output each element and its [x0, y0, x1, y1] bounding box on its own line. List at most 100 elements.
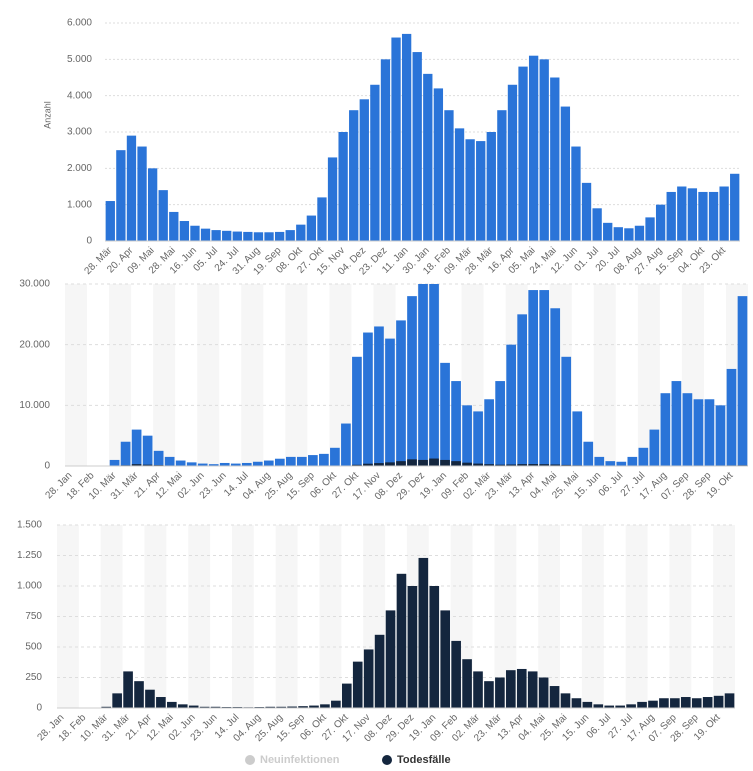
bar	[306, 215, 317, 241]
bar	[634, 225, 645, 241]
bar	[561, 464, 572, 466]
bar	[134, 681, 144, 708]
bar	[603, 222, 613, 241]
bar	[605, 461, 616, 466]
bar	[659, 698, 669, 708]
bar	[550, 308, 561, 466]
bar	[507, 84, 518, 242]
bar	[142, 464, 153, 466]
background-band	[637, 284, 660, 466]
bar	[737, 296, 748, 466]
bar	[571, 146, 581, 241]
bar	[241, 462, 252, 466]
background-band	[65, 284, 88, 466]
bar	[363, 463, 373, 466]
bar	[645, 217, 655, 241]
bar	[190, 225, 200, 241]
bar	[385, 338, 395, 466]
bar	[726, 368, 737, 466]
bar	[396, 320, 406, 466]
bar	[604, 705, 615, 708]
background-band	[197, 284, 220, 466]
y-tick-label: 2.000	[67, 163, 92, 174]
bar	[582, 701, 593, 708]
bar	[655, 204, 666, 241]
bar	[243, 231, 253, 241]
bar	[153, 450, 164, 466]
y-tick-label: 1.500	[17, 520, 42, 531]
bar	[396, 461, 406, 466]
background-band	[319, 525, 342, 708]
bar	[309, 705, 319, 708]
bar	[527, 671, 538, 708]
bar	[444, 110, 454, 241]
bar	[473, 671, 483, 708]
bar	[572, 411, 583, 466]
bar	[473, 411, 483, 466]
bar	[517, 314, 528, 466]
bar	[253, 232, 264, 241]
bar	[433, 88, 444, 242]
bar	[274, 231, 285, 241]
bar	[320, 704, 330, 708]
bar	[285, 230, 295, 241]
bar	[549, 686, 560, 708]
bar	[708, 191, 719, 241]
y-tick-label: 20.000	[19, 339, 50, 350]
y-tick-label: 750	[25, 611, 42, 622]
bar	[429, 458, 439, 466]
bar	[374, 326, 384, 466]
bar	[407, 459, 417, 466]
bar	[518, 66, 528, 241]
y-tick-label: 10.000	[19, 400, 50, 411]
bar	[677, 186, 687, 241]
bar	[691, 698, 702, 708]
bar	[670, 698, 680, 708]
y-tick-label: 4.000	[67, 90, 92, 101]
bar	[164, 456, 175, 466]
bar	[465, 139, 475, 241]
bar	[126, 135, 137, 241]
y-tick-label: 3.000	[67, 127, 92, 138]
bar	[123, 671, 133, 708]
bar	[560, 693, 571, 708]
bar	[396, 573, 407, 708]
bar	[462, 462, 472, 466]
bar	[495, 677, 505, 708]
bar	[702, 697, 713, 708]
bar	[440, 610, 451, 708]
bar	[615, 705, 625, 708]
bar	[131, 464, 142, 466]
bar	[583, 441, 594, 466]
bar	[352, 661, 363, 708]
legend-marker	[382, 755, 392, 765]
bar	[385, 462, 395, 466]
bar	[222, 230, 232, 241]
bar	[401, 33, 412, 242]
bar	[177, 704, 188, 708]
bar	[550, 77, 560, 241]
bar	[704, 399, 715, 466]
bar	[593, 704, 604, 708]
bar	[660, 393, 671, 466]
bar	[374, 463, 384, 466]
bar	[724, 693, 735, 708]
bar	[169, 211, 179, 241]
bar	[120, 441, 131, 466]
bar	[528, 290, 539, 466]
bar	[319, 453, 329, 466]
bar	[719, 186, 729, 241]
bar	[516, 668, 527, 708]
bar	[528, 55, 539, 242]
bar	[359, 99, 369, 241]
bar	[616, 461, 627, 466]
bar	[167, 701, 177, 708]
bar	[276, 706, 286, 708]
bar	[265, 706, 276, 708]
bar	[109, 459, 120, 466]
bar	[680, 697, 691, 708]
bar	[613, 227, 623, 241]
bar	[454, 128, 465, 241]
bar	[550, 464, 561, 466]
